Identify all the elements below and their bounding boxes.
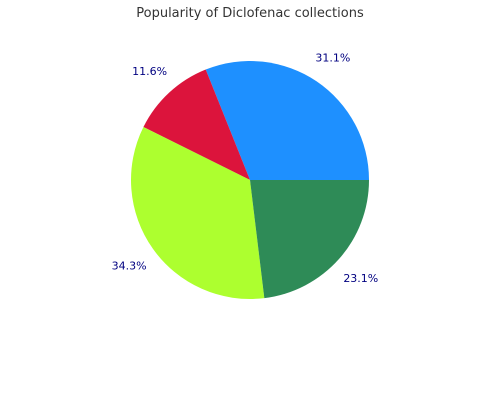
slice-labels: 31.1% 11.6% 34.3% 23.1% [112, 51, 379, 285]
slice-label: 11.6% [132, 65, 167, 78]
slice-label: 34.3% [112, 259, 147, 272]
slice-label: 23.1% [343, 272, 378, 285]
pie-slice [143, 69, 250, 180]
pie-slice [205, 61, 369, 180]
slice-label: 31.1% [315, 51, 350, 64]
pie-slice [131, 127, 265, 299]
pie-slices [131, 61, 369, 299]
pie-slice [250, 180, 369, 299]
chart-title: Popularity of Diclofenac collections [136, 6, 364, 21]
